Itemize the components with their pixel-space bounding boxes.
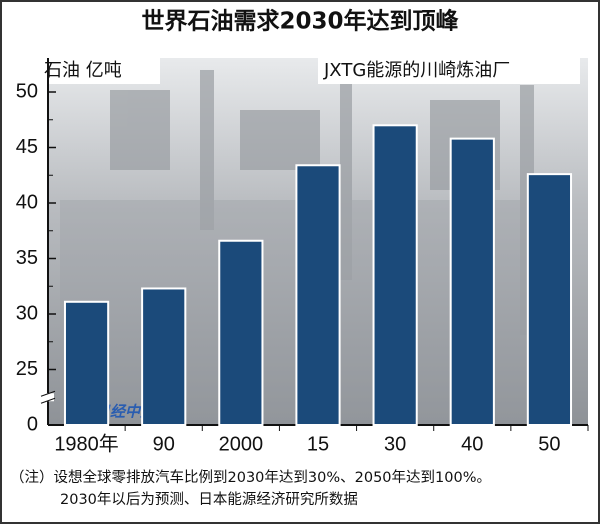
x-tick-label: 2000 [219,433,264,455]
bar [372,124,418,427]
chart-title: 世界石油需求2030年达到顶峰 [141,8,459,35]
x-tick-label: 30 [384,433,406,455]
footnote: 2030年以后为预测、日本能源经济研究所数据 [60,491,358,508]
y-tick-label: 50 [16,80,38,102]
bar [449,137,495,426]
bar [141,287,187,426]
x-tick-label: 40 [461,433,483,455]
y-tick-label: 0 [27,413,38,435]
annotation-box [318,58,580,84]
y-tick-label: 25 [16,358,38,380]
annotation: JXTG能源的川崎炼油厂 [323,60,510,81]
y-tick-label: 35 [16,247,38,269]
bar [295,164,341,426]
y-tick-label: 30 [16,302,38,324]
label-box [40,58,160,84]
axis-break-line [40,397,56,404]
y-tick-label: 40 [16,191,38,213]
x-tick-label: 50 [538,433,560,455]
bar [218,239,264,426]
bar [63,300,110,427]
y-axis-label: 石油 亿吨 [44,60,122,81]
footnote: （注）设想全球零排放汽车比例到2030年达到30%、2050年达到100%。 [10,468,491,486]
axis-break-line [40,390,56,397]
bar [526,173,573,426]
x-tick-label: 1980年 [54,432,119,455]
x-tick-label: 15 [307,433,329,455]
y-tick-label: 45 [16,136,38,158]
x-tick-label: 90 [153,433,175,455]
axis-break [42,393,54,402]
